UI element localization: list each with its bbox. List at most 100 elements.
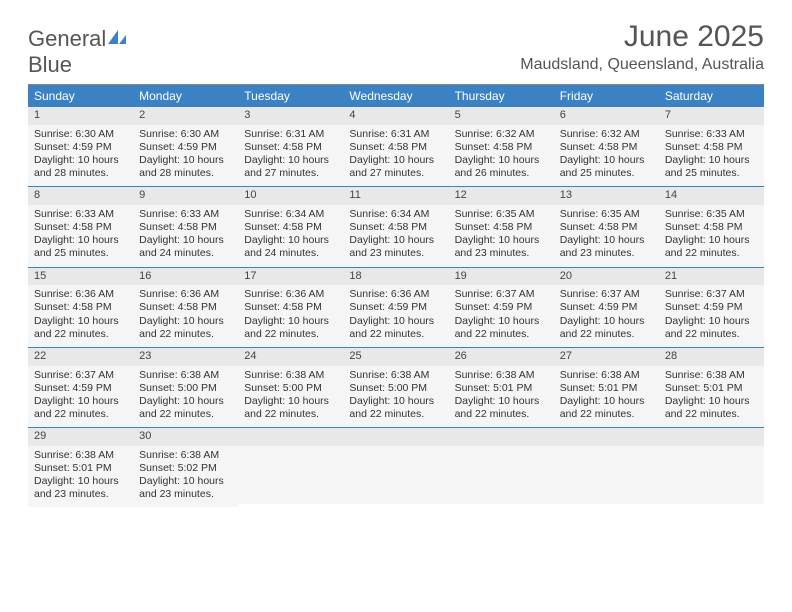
calendar-cell: 7Sunrise: 6:33 AMSunset: 4:58 PMDaylight… — [659, 107, 764, 186]
daylight-line: Daylight: 10 hours — [244, 154, 337, 167]
daylight-line-2: and 22 minutes. — [665, 247, 758, 260]
title-block: June 2025 Maudsland, Queensland, Austral… — [520, 20, 764, 74]
sunrise-line: Sunrise: 6:38 AM — [560, 369, 653, 382]
sunset-line: Sunset: 4:59 PM — [665, 301, 758, 314]
daylight-line-2: and 28 minutes. — [34, 167, 127, 180]
sunrise-line: Sunrise: 6:36 AM — [349, 288, 442, 301]
sunrise-line: Sunrise: 6:33 AM — [34, 208, 127, 221]
sunrise-line: Sunrise: 6:37 AM — [34, 369, 127, 382]
sunset-line: Sunset: 4:58 PM — [349, 141, 442, 154]
day-body: Sunrise: 6:34 AMSunset: 4:58 PMDaylight:… — [343, 205, 448, 267]
day-number: 21 — [659, 268, 764, 286]
sunset-line: Sunset: 4:59 PM — [560, 301, 653, 314]
calendar-week: 8Sunrise: 6:33 AMSunset: 4:58 PMDaylight… — [28, 187, 764, 267]
sunrise-line: Sunrise: 6:34 AM — [244, 208, 337, 221]
day-body: Sunrise: 6:35 AMSunset: 4:58 PMDaylight:… — [449, 205, 554, 267]
sunset-line: Sunset: 4:58 PM — [244, 141, 337, 154]
sunrise-line: Sunrise: 6:31 AM — [244, 128, 337, 141]
day-number: 14 — [659, 187, 764, 205]
day-number: 30 — [133, 428, 238, 446]
day-body: Sunrise: 6:38 AMSunset: 5:00 PMDaylight:… — [238, 366, 343, 428]
calendar-cell-empty — [238, 428, 343, 507]
daylight-line: Daylight: 10 hours — [139, 315, 232, 328]
daylight-line-2: and 22 minutes. — [34, 408, 127, 421]
day-body: Sunrise: 6:35 AMSunset: 4:58 PMDaylight:… — [659, 205, 764, 267]
daylight-line-2: and 22 minutes. — [139, 328, 232, 341]
day-body: Sunrise: 6:31 AMSunset: 4:58 PMDaylight:… — [238, 125, 343, 187]
day-header-sat: Saturday — [659, 85, 764, 107]
daylight-line-2: and 22 minutes. — [560, 408, 653, 421]
daylight-line: Daylight: 10 hours — [455, 395, 548, 408]
daylight-line-2: and 23 minutes. — [139, 488, 232, 501]
daylight-line: Daylight: 10 hours — [560, 395, 653, 408]
day-body: Sunrise: 6:38 AMSunset: 5:02 PMDaylight:… — [133, 446, 238, 508]
day-body: Sunrise: 6:32 AMSunset: 4:58 PMDaylight:… — [449, 125, 554, 187]
daylight-line: Daylight: 10 hours — [139, 154, 232, 167]
header: General Blue June 2025 Maudsland, Queens… — [28, 20, 764, 78]
daylight-line-2: and 23 minutes. — [455, 247, 548, 260]
calendar-cell: 28Sunrise: 6:38 AMSunset: 5:01 PMDayligh… — [659, 348, 764, 427]
day-body: Sunrise: 6:36 AMSunset: 4:58 PMDaylight:… — [133, 285, 238, 347]
calendar-cell: 18Sunrise: 6:36 AMSunset: 4:59 PMDayligh… — [343, 268, 448, 347]
day-body: Sunrise: 6:38 AMSunset: 5:01 PMDaylight:… — [659, 366, 764, 428]
calendar-week: 15Sunrise: 6:36 AMSunset: 4:58 PMDayligh… — [28, 268, 764, 348]
day-body: Sunrise: 6:38 AMSunset: 5:01 PMDaylight:… — [449, 366, 554, 428]
calendar-cell-empty — [554, 428, 659, 507]
daylight-line-2: and 24 minutes. — [139, 247, 232, 260]
day-body: Sunrise: 6:38 AMSunset: 5:00 PMDaylight:… — [133, 366, 238, 428]
day-number: 1 — [28, 107, 133, 125]
daylight-line-2: and 22 minutes. — [244, 328, 337, 341]
daylight-line: Daylight: 10 hours — [560, 234, 653, 247]
daylight-line: Daylight: 10 hours — [139, 475, 232, 488]
calendar-cell: 13Sunrise: 6:35 AMSunset: 4:58 PMDayligh… — [554, 187, 659, 266]
day-header-wed: Wednesday — [343, 85, 448, 107]
day-number-empty — [554, 428, 659, 446]
day-body: Sunrise: 6:35 AMSunset: 4:58 PMDaylight:… — [554, 205, 659, 267]
day-number: 11 — [343, 187, 448, 205]
day-body: Sunrise: 6:30 AMSunset: 4:59 PMDaylight:… — [28, 125, 133, 187]
calendar-cell: 22Sunrise: 6:37 AMSunset: 4:59 PMDayligh… — [28, 348, 133, 427]
day-body: Sunrise: 6:38 AMSunset: 5:01 PMDaylight:… — [554, 366, 659, 428]
sunrise-line: Sunrise: 6:36 AM — [139, 288, 232, 301]
sunrise-line: Sunrise: 6:31 AM — [349, 128, 442, 141]
daylight-line: Daylight: 10 hours — [34, 154, 127, 167]
day-number: 2 — [133, 107, 238, 125]
sunset-line: Sunset: 5:01 PM — [560, 382, 653, 395]
day-body-empty — [659, 446, 764, 504]
calendar-cell: 10Sunrise: 6:34 AMSunset: 4:58 PMDayligh… — [238, 187, 343, 266]
calendar-week: 1Sunrise: 6:30 AMSunset: 4:59 PMDaylight… — [28, 107, 764, 187]
day-number: 22 — [28, 348, 133, 366]
sunset-line: Sunset: 4:58 PM — [560, 141, 653, 154]
sunrise-line: Sunrise: 6:38 AM — [665, 369, 758, 382]
calendar-cell: 11Sunrise: 6:34 AMSunset: 4:58 PMDayligh… — [343, 187, 448, 266]
sunset-line: Sunset: 4:58 PM — [349, 221, 442, 234]
sunrise-line: Sunrise: 6:35 AM — [665, 208, 758, 221]
day-body: Sunrise: 6:38 AMSunset: 5:01 PMDaylight:… — [28, 446, 133, 508]
daylight-line-2: and 27 minutes. — [244, 167, 337, 180]
daylight-line: Daylight: 10 hours — [665, 315, 758, 328]
day-number: 6 — [554, 107, 659, 125]
sunset-line: Sunset: 4:59 PM — [139, 141, 232, 154]
sunrise-line: Sunrise: 6:38 AM — [139, 369, 232, 382]
calendar-cell: 27Sunrise: 6:38 AMSunset: 5:01 PMDayligh… — [554, 348, 659, 427]
sunset-line: Sunset: 4:58 PM — [244, 301, 337, 314]
day-body: Sunrise: 6:31 AMSunset: 4:58 PMDaylight:… — [343, 125, 448, 187]
sunset-line: Sunset: 5:01 PM — [455, 382, 548, 395]
sunset-line: Sunset: 4:59 PM — [34, 141, 127, 154]
day-number: 18 — [343, 268, 448, 286]
logo-sail-icon — [106, 28, 128, 51]
daylight-line: Daylight: 10 hours — [665, 154, 758, 167]
sunrise-line: Sunrise: 6:33 AM — [139, 208, 232, 221]
day-header-row: Sunday Monday Tuesday Wednesday Thursday… — [28, 85, 764, 107]
sunset-line: Sunset: 4:58 PM — [139, 221, 232, 234]
daylight-line-2: and 24 minutes. — [244, 247, 337, 260]
day-number-empty — [449, 428, 554, 446]
daylight-line: Daylight: 10 hours — [34, 475, 127, 488]
day-body: Sunrise: 6:36 AMSunset: 4:58 PMDaylight:… — [28, 285, 133, 347]
sunset-line: Sunset: 4:58 PM — [34, 301, 127, 314]
sunset-line: Sunset: 4:59 PM — [455, 301, 548, 314]
daylight-line-2: and 22 minutes. — [139, 408, 232, 421]
daylight-line: Daylight: 10 hours — [34, 234, 127, 247]
daylight-line-2: and 22 minutes. — [349, 408, 442, 421]
day-number: 17 — [238, 268, 343, 286]
